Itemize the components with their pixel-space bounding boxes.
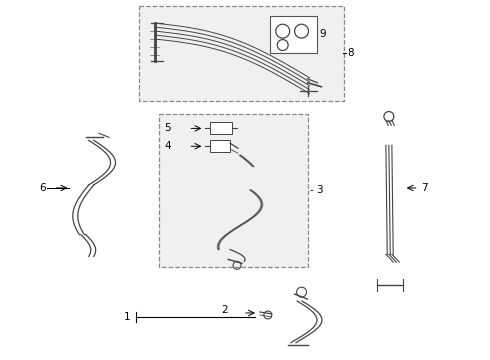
Text: 6: 6 [39, 183, 46, 193]
Text: 7: 7 [420, 183, 427, 193]
Text: 4: 4 [164, 141, 171, 151]
Text: 5: 5 [164, 123, 171, 134]
Bar [270, 16, 318, 53]
Text: 9: 9 [319, 29, 326, 39]
Bar [210, 122, 232, 134]
Text: - 3: - 3 [311, 185, 324, 195]
Text: 2: 2 [221, 305, 228, 315]
Bar [210, 140, 230, 152]
Text: 8: 8 [347, 48, 354, 58]
Text: 1: 1 [124, 312, 131, 322]
Bar [139, 6, 344, 100]
Bar [159, 113, 308, 267]
